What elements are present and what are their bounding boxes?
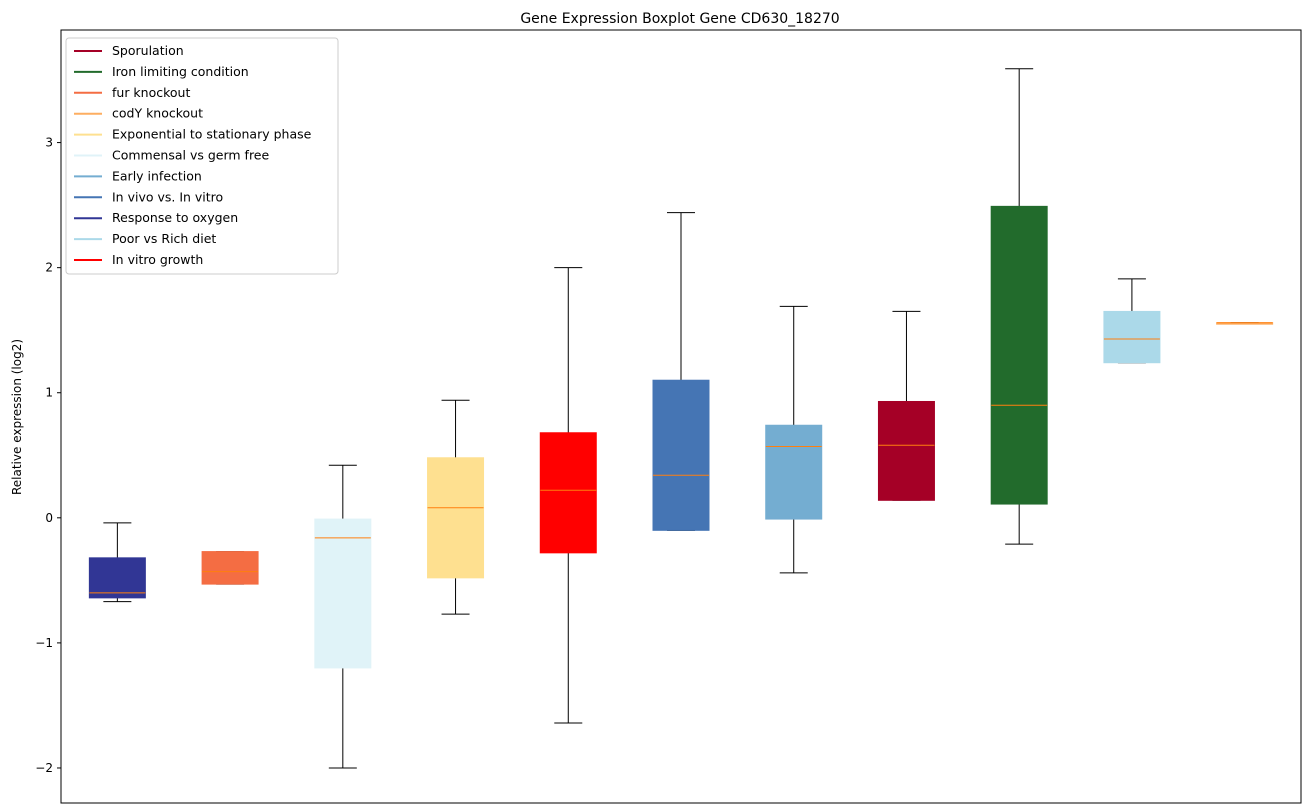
legend-entry: Response to oxygen — [74, 210, 238, 225]
legend-label: In vivo vs. In vitro — [112, 189, 223, 204]
legend-frame — [65, 37, 339, 275]
iqr-box — [88, 557, 146, 599]
iqr-box — [314, 518, 372, 669]
y-tick-label: 3 — [45, 136, 53, 150]
legend-label: codY knockout — [112, 106, 203, 121]
legend-entry: Commensal vs germ free — [74, 148, 269, 163]
box-8 — [877, 310, 935, 501]
legend: Sporulation Iron limiting condition fur kn… — [65, 37, 339, 275]
y-tick-label: 1 — [45, 386, 53, 400]
box-7 — [765, 305, 823, 574]
iqr-box — [652, 379, 710, 531]
legend-label: Poor vs Rich diet — [112, 231, 216, 246]
legend-label: In vitro growth — [112, 252, 203, 267]
legend-entry: In vitro growth — [74, 252, 203, 267]
legend-entry: fur knockout — [74, 85, 190, 100]
legend-label: Iron limiting condition — [112, 64, 249, 79]
y-tick-label: −2 — [35, 761, 53, 775]
legend-label: Exponential to stationary phase — [112, 127, 312, 142]
iqr-box — [1103, 310, 1161, 364]
y-tick-label: 2 — [45, 261, 53, 275]
plot-area — [88, 68, 1274, 769]
legend-entry: Sporulation — [74, 43, 184, 58]
box-10 — [1103, 278, 1161, 364]
box-2 — [201, 551, 259, 585]
chart-title: Gene Expression Boxplot Gene CD630_18270 — [520, 11, 839, 27]
box-3 — [314, 464, 372, 769]
iqr-box — [201, 551, 259, 585]
y-tick-label: 0 — [45, 511, 53, 525]
iqr-box — [539, 432, 597, 554]
legend-entry: codY knockout — [74, 106, 203, 121]
box-6 — [652, 212, 710, 531]
box-11 — [1216, 322, 1274, 325]
y-axis: −2 −1 0 1 2 3 — [35, 136, 61, 775]
box-4 — [427, 399, 485, 615]
axes-frame — [60, 29, 1302, 804]
legend-label: Early infection — [112, 168, 202, 183]
iqr-box — [877, 400, 935, 501]
legend-entry: Exponential to stationary phase — [74, 127, 312, 142]
iqr-box — [765, 424, 823, 520]
y-axis-label: Relative expression (log2) — [10, 339, 24, 495]
y-tick-label: −1 — [35, 636, 53, 650]
box-9 — [990, 68, 1048, 545]
legend-label: Sporulation — [112, 43, 184, 58]
legend-entry: Poor vs Rich diet — [74, 231, 216, 246]
legend-label: Response to oxygen — [112, 210, 238, 225]
legend-entry: Early infection — [74, 168, 202, 183]
legend-entry: Iron limiting condition — [74, 64, 249, 79]
legend-label: Commensal vs germ free — [112, 148, 269, 163]
legend-entry: In vivo vs. In vitro — [74, 189, 223, 204]
iqr-box — [427, 457, 485, 579]
iqr-box — [990, 205, 1048, 505]
box-1 — [88, 522, 146, 603]
legend-label: fur knockout — [112, 85, 190, 100]
box-5 — [539, 267, 597, 724]
